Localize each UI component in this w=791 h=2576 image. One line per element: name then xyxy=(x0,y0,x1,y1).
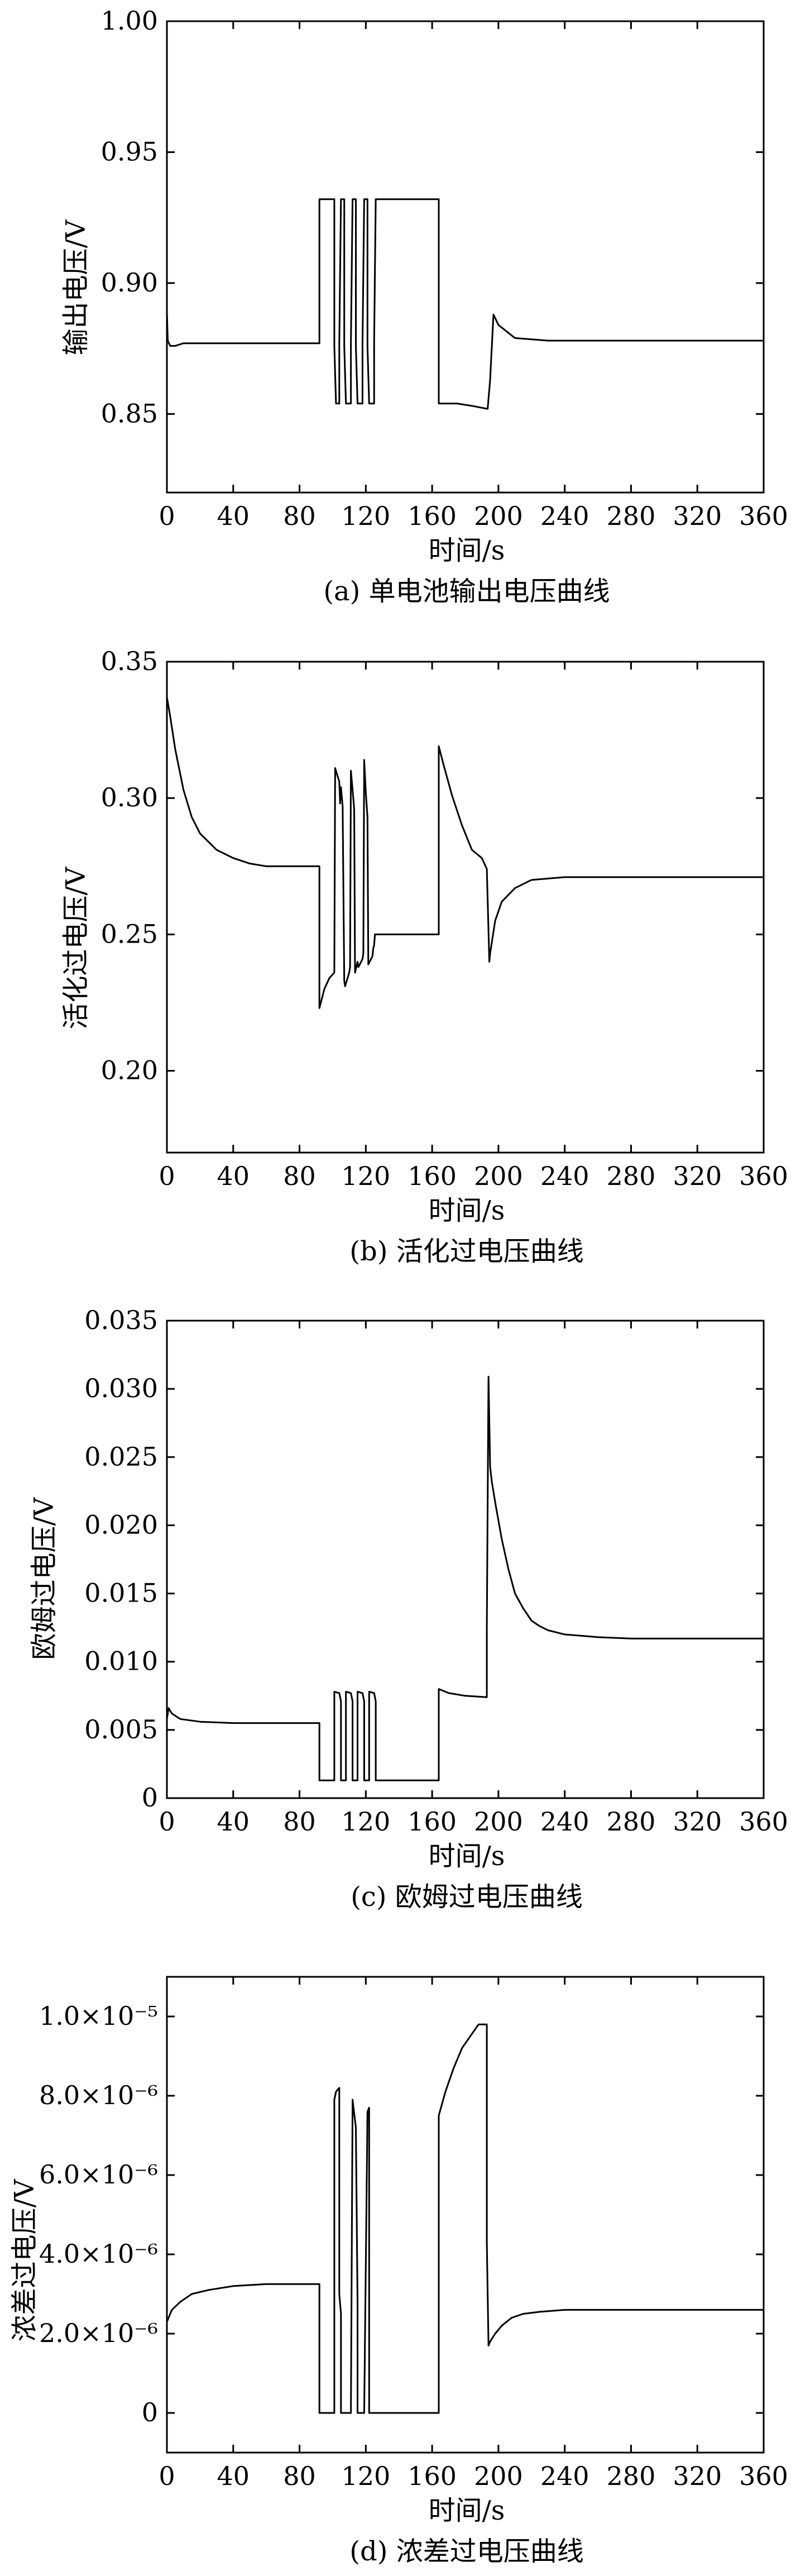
panel-b-plot-frame xyxy=(166,661,765,1154)
panel-d-ytick-label: 6.0×10⁻⁶ xyxy=(39,2159,158,2190)
panel-a-xtick-label: 320 xyxy=(673,501,722,531)
panel-c-ytick-label: 0.010 xyxy=(84,1646,158,1676)
panel-b-xtick-label: 120 xyxy=(341,1161,390,1191)
panel-c-ytick-label: 0.035 xyxy=(84,1305,158,1335)
panel-b-data-line xyxy=(166,696,765,1009)
panel-a-plot: 0 40 80 120 160 200 240 280 320 360 0.85 0.90 0.95 1.… xyxy=(101,6,788,531)
panel-a-ytick-label: 1.00 xyxy=(101,6,158,36)
panel-a-data-line xyxy=(166,198,765,410)
panel-b-xtick-label: 200 xyxy=(474,1161,523,1191)
panel-d-plot-frame xyxy=(166,1976,765,2454)
panel-a-xtick-label: 240 xyxy=(540,501,589,531)
panel-b-caption: (b) 活化过电压曲线 xyxy=(349,1236,583,1267)
panel-d-data-line xyxy=(166,2023,765,2414)
panel-d-plot: 0 40 80 120 160 200 240 280 320 360 0 2.0×10⁻⁶ 4.0×1… xyxy=(39,1976,788,2491)
panel-c-xtick-label: 360 xyxy=(739,1806,788,1837)
panel-c-ohmic-overvoltage: 0 40 80 120 160 200 240 280 320 360 0 0.005 0.010 0.0… xyxy=(28,1305,788,1913)
panel-b-xtick-label: 0 xyxy=(159,1161,175,1191)
panel-b-xtick-label: 360 xyxy=(739,1161,788,1191)
panel-c-xtick-label: 320 xyxy=(673,1806,722,1837)
panel-c-ytick-label: 0.015 xyxy=(84,1578,158,1608)
panel-d-ylabel: 浓差过电压/V xyxy=(9,2178,40,2341)
panel-c-ytick-label: 0.020 xyxy=(84,1509,158,1540)
panel-b-ylabel: 活化过电压/V xyxy=(60,866,92,1029)
panel-b-ytick-label: 0.30 xyxy=(101,782,158,813)
panel-a-plot-frame xyxy=(166,20,765,494)
panel-a-xtick-label: 280 xyxy=(607,501,656,531)
panel-c-plot-frame xyxy=(166,1320,765,1799)
panel-b-xtick-label: 280 xyxy=(607,1161,656,1191)
panel-b-xtick-label: 80 xyxy=(283,1161,316,1191)
panel-a-output-voltage: 0 40 80 120 160 200 240 280 320 360 0.85 0.90 0.95 1.… xyxy=(60,6,788,607)
panel-a-xtick-label: 80 xyxy=(283,501,316,531)
panel-a-xtick-label: 40 xyxy=(217,501,250,531)
panel-b-xtick-label: 160 xyxy=(408,1161,457,1191)
panel-a-xtick-label: 120 xyxy=(341,501,390,531)
panel-c-xtick-label: 200 xyxy=(474,1806,523,1837)
panel-d-xtick-label: 320 xyxy=(673,2461,722,2491)
panel-b-xlabel: 时间/s xyxy=(429,1195,505,1226)
panel-b-xtick-label: 320 xyxy=(673,1161,722,1191)
panel-a-ylabel: 输出电压/V xyxy=(60,219,92,355)
panel-c-ytick-label: 0.005 xyxy=(84,1714,158,1745)
panel-c-ytick-label: 0 xyxy=(142,1782,158,1813)
panel-c-xtick-label: 80 xyxy=(283,1806,316,1837)
panel-d-xtick-label: 80 xyxy=(283,2461,316,2491)
panel-d-ytick-label: 0 xyxy=(142,2397,158,2427)
panel-b-ytick-label: 0.35 xyxy=(101,646,158,676)
panel-d-xtick-label: 160 xyxy=(408,2461,457,2491)
panel-d-xtick-label: 120 xyxy=(341,2461,390,2491)
panel-b-xtick-label: 240 xyxy=(540,1161,589,1191)
panel-c-ytick-label: 0.030 xyxy=(84,1373,158,1403)
panel-c-xtick-label: 280 xyxy=(607,1806,656,1837)
panel-a-xtick-label: 0 xyxy=(159,501,175,531)
panel-c-xtick-label: 40 xyxy=(217,1806,250,1837)
panel-d-xtick-label: 360 xyxy=(739,2461,788,2491)
panel-c-xtick-label: 120 xyxy=(341,1806,390,1837)
panel-d-ytick-label: 1.0×10⁻⁵ xyxy=(39,2001,158,2031)
panel-a-caption: (a) 单电池输出电压曲线 xyxy=(323,576,610,607)
panel-d-ytick-label: 8.0×10⁻⁶ xyxy=(39,2080,158,2110)
panel-a-xtick-label: 360 xyxy=(739,501,788,531)
panel-d-xtick-label: 240 xyxy=(540,2461,589,2491)
panel-d-ytick-label: 2.0×10⁻⁶ xyxy=(39,2318,158,2348)
panel-c-plot: 0 40 80 120 160 200 240 280 320 360 0 0.005 0.010 0.0… xyxy=(84,1305,788,1837)
panel-b-ytick-label: 0.25 xyxy=(101,919,158,949)
panel-c-ytick-label: 0.025 xyxy=(84,1441,158,1471)
panel-d-xtick-label: 40 xyxy=(217,2461,250,2491)
panel-c-xtick-label: 160 xyxy=(408,1806,457,1837)
panel-d-xlabel: 时间/s xyxy=(429,2495,505,2526)
panel-a-xtick-label: 160 xyxy=(408,501,457,531)
panel-c-data-line xyxy=(166,1375,765,1781)
panel-b-xtick-label: 40 xyxy=(217,1161,250,1191)
panel-a-xlabel: 时间/s xyxy=(429,535,505,566)
panel-d-xtick-label: 200 xyxy=(474,2461,523,2491)
panel-c-ylabel: 欧姆过电压/V xyxy=(28,1497,60,1660)
panel-b-ytick-label: 0.20 xyxy=(101,1055,158,1086)
panel-c-xtick-label: 240 xyxy=(540,1806,589,1837)
panel-b-plot: 0 40 80 120 160 200 240 280 320 360 0.20 0.25 0.30 0.… xyxy=(101,646,788,1191)
panel-b-activation-overvoltage: 0 40 80 120 160 200 240 280 320 360 0.20 0.25 0.30 0.… xyxy=(60,646,788,1267)
panel-d-caption: (d) 浓差过电压曲线 xyxy=(349,2536,583,2567)
panel-c-caption: (c) 欧姆过电压曲线 xyxy=(351,1881,583,1913)
panel-a-xtick-label: 200 xyxy=(474,501,523,531)
panel-d-xtick-label: 280 xyxy=(607,2461,656,2491)
panel-d-ytick-label: 4.0×10⁻⁶ xyxy=(39,2239,158,2269)
panel-d-concentration-overvoltage: 0 40 80 120 160 200 240 280 320 360 0 2.0×10⁻⁶ 4.0×1… xyxy=(9,1976,788,2567)
panel-c-xlabel: 时间/s xyxy=(429,1841,505,1872)
panel-d-xtick-label: 0 xyxy=(159,2461,175,2491)
panel-a-ytick-label: 0.90 xyxy=(101,267,158,298)
panel-a-ytick-label: 0.85 xyxy=(101,398,158,428)
panel-c-xtick-label: 0 xyxy=(159,1806,175,1837)
panel-a-ytick-label: 0.95 xyxy=(101,136,158,166)
